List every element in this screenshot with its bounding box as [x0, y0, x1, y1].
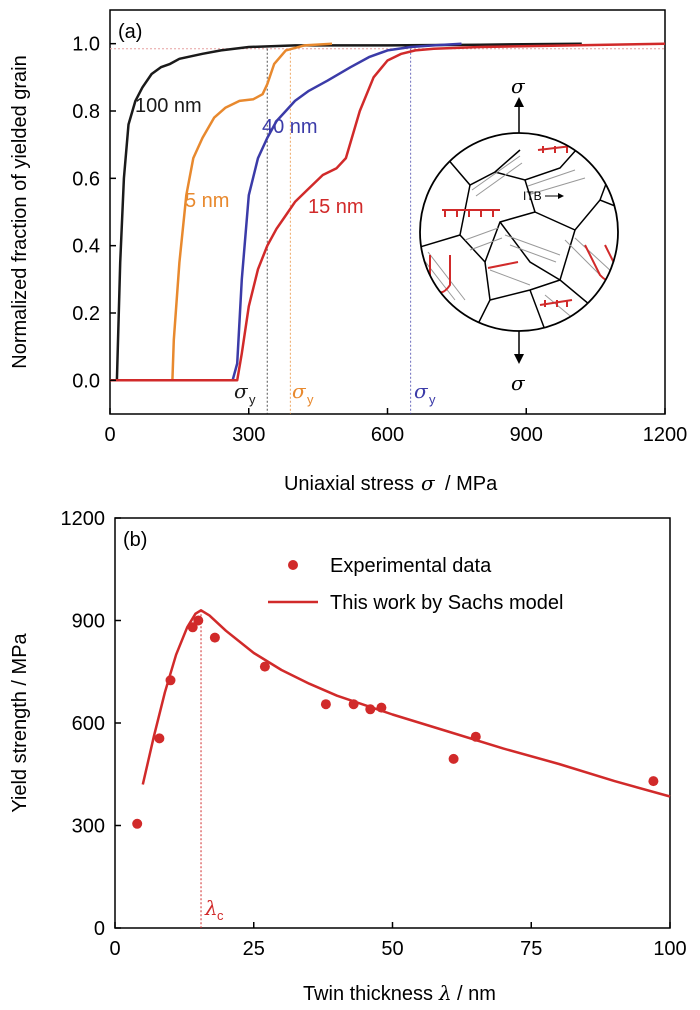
panel-b-label: (b): [123, 529, 147, 551]
svg-text:λ: λ: [204, 896, 218, 920]
panel-a-y-tick-label: 0.8: [72, 101, 100, 123]
panel-b-ticks: 0 25 50 75 100 0 300 600 900 1200: [61, 508, 687, 960]
panel-b-y-axis-title: Yield strength / MPa: [9, 632, 31, 812]
experimental-point: [193, 615, 204, 626]
panel-b-y-tick-label: 300: [72, 816, 105, 838]
svg-text:y: y: [429, 392, 436, 407]
legend-label-experimental: Experimental data: [330, 555, 492, 577]
arrowhead-down-icon: [514, 354, 524, 364]
grain-circle: [419, 132, 619, 332]
panel-a-x-tick-label: 0: [104, 424, 115, 446]
sigma-y-label-blue: σ y: [414, 379, 436, 407]
experimental-point: [470, 731, 481, 742]
svg-text:/ MPa: / MPa: [445, 473, 498, 495]
svg-text:σ: σ: [414, 379, 429, 403]
series-label-40nm: 40 nm: [262, 116, 318, 138]
experimental-point: [132, 818, 143, 829]
panel-a-curves: [110, 42, 666, 382]
svg-text:σ: σ: [421, 471, 436, 495]
experimental-point: [154, 733, 165, 744]
series-label-100nm: 100 nm: [135, 95, 202, 117]
series-label-15nm: 15 nm: [308, 196, 364, 218]
panel-a-reference-lines: [110, 48, 665, 414]
itb-arrowhead-icon: [558, 193, 564, 199]
experimental-point: [376, 702, 387, 713]
panel-b-legend: Experimental data This work by Sachs mod…: [268, 555, 563, 614]
panel-a-y-tick-label: 0.0: [72, 370, 100, 392]
panel-b-x-tick-label: 50: [381, 938, 403, 960]
experimental-point: [648, 776, 659, 787]
panel-a-x-tick-label: 600: [371, 424, 404, 446]
experimental-point: [187, 622, 198, 633]
svg-text:/ nm: / nm: [457, 983, 496, 1005]
panel-a-y-axis-title: Normalized fraction of yielded grain: [9, 55, 31, 369]
panel-a-y-tick-label: 0.2: [72, 303, 100, 325]
panel-b-x-tick-label: 0: [109, 938, 120, 960]
experimental-point: [348, 699, 359, 710]
panel-a-x-tick-label: 300: [232, 424, 265, 446]
svg-text:y: y: [307, 392, 314, 407]
itb-label: ITB: [523, 189, 542, 203]
panel-b-series: [132, 609, 671, 829]
svg-text:c: c: [217, 908, 224, 923]
panel-a-y-tick-label: 1.0: [72, 34, 100, 56]
panel-b-y-tick-label: 1200: [61, 508, 106, 530]
panel-a-y-tick-label: 0.6: [72, 168, 100, 190]
panel-a-x-axis-title: Uniaxial stress σ / MPa: [284, 471, 498, 495]
experimental-point: [165, 675, 176, 686]
svg-text:Uniaxial stress: Uniaxial stress: [284, 473, 414, 495]
svg-text:Twin thickness: Twin thickness: [303, 983, 433, 1005]
lambda-c-label: λ c: [204, 896, 224, 923]
panel-b-x-axis-title: Twin thickness λ / nm: [303, 981, 496, 1005]
svg-text:λ: λ: [438, 981, 452, 1005]
panel-a-ticks: 0 300 600 900 1200 0.0 0.2 0.4 0.6 0.8 1.0: [72, 34, 687, 446]
panel-b-x-tick-label: 75: [520, 938, 542, 960]
experimental-point: [320, 699, 331, 710]
stress-symbol-top: σ: [511, 74, 526, 98]
panel-b-y-tick-label: 900: [72, 611, 105, 633]
svg-text:σ: σ: [234, 379, 249, 403]
panel-a-x-tick-label: 1200: [643, 424, 688, 446]
series-label-5nm: 5 nm: [185, 190, 229, 212]
panel-a-label: (a): [118, 21, 142, 43]
model-curve-line: [141, 609, 671, 798]
panel-a: 0 300 600 900 1200 0.0 0.2 0.4 0.6 0.8 1.0 (a) 100…: [9, 9, 687, 495]
legend-label-model: This work by Sachs model: [330, 592, 563, 614]
stress-symbol-bottom: σ: [511, 371, 526, 395]
panel-b-y-tick-label: 600: [72, 713, 105, 735]
sigma-y-label-black: σ y: [234, 379, 256, 407]
svg-text:y: y: [249, 392, 256, 407]
series-line-5nm: [110, 42, 333, 382]
series-line-15nm: [110, 42, 666, 382]
sigma-y-label-orange: σ y: [292, 379, 314, 407]
grain-schematic-inset: σ σ: [419, 74, 619, 395]
experimental-point: [448, 753, 459, 764]
panel-b-y-tick-label: 0: [94, 918, 105, 940]
panel-a-plot-frame: [109, 9, 666, 415]
svg-text:σ: σ: [292, 379, 307, 403]
panel-b-x-tick-label: 100: [653, 938, 686, 960]
panel-a-y-tick-label: 0.4: [72, 236, 100, 258]
panel-b-plot-frame: [114, 517, 671, 929]
panel-b: 0 25 50 75 100 0 300 600 900 1200 (b) Experimenta…: [9, 508, 687, 1005]
series-line-40nm: [110, 42, 462, 382]
panel-b-x-tick-label: 25: [243, 938, 265, 960]
experimental-point: [365, 704, 376, 715]
experimental-point: [209, 632, 220, 643]
panel-a-x-tick-label: 900: [510, 424, 543, 446]
legend-marker-experimental: [288, 560, 298, 570]
arrowhead-up-icon: [514, 97, 524, 107]
experimental-point: [259, 661, 270, 672]
